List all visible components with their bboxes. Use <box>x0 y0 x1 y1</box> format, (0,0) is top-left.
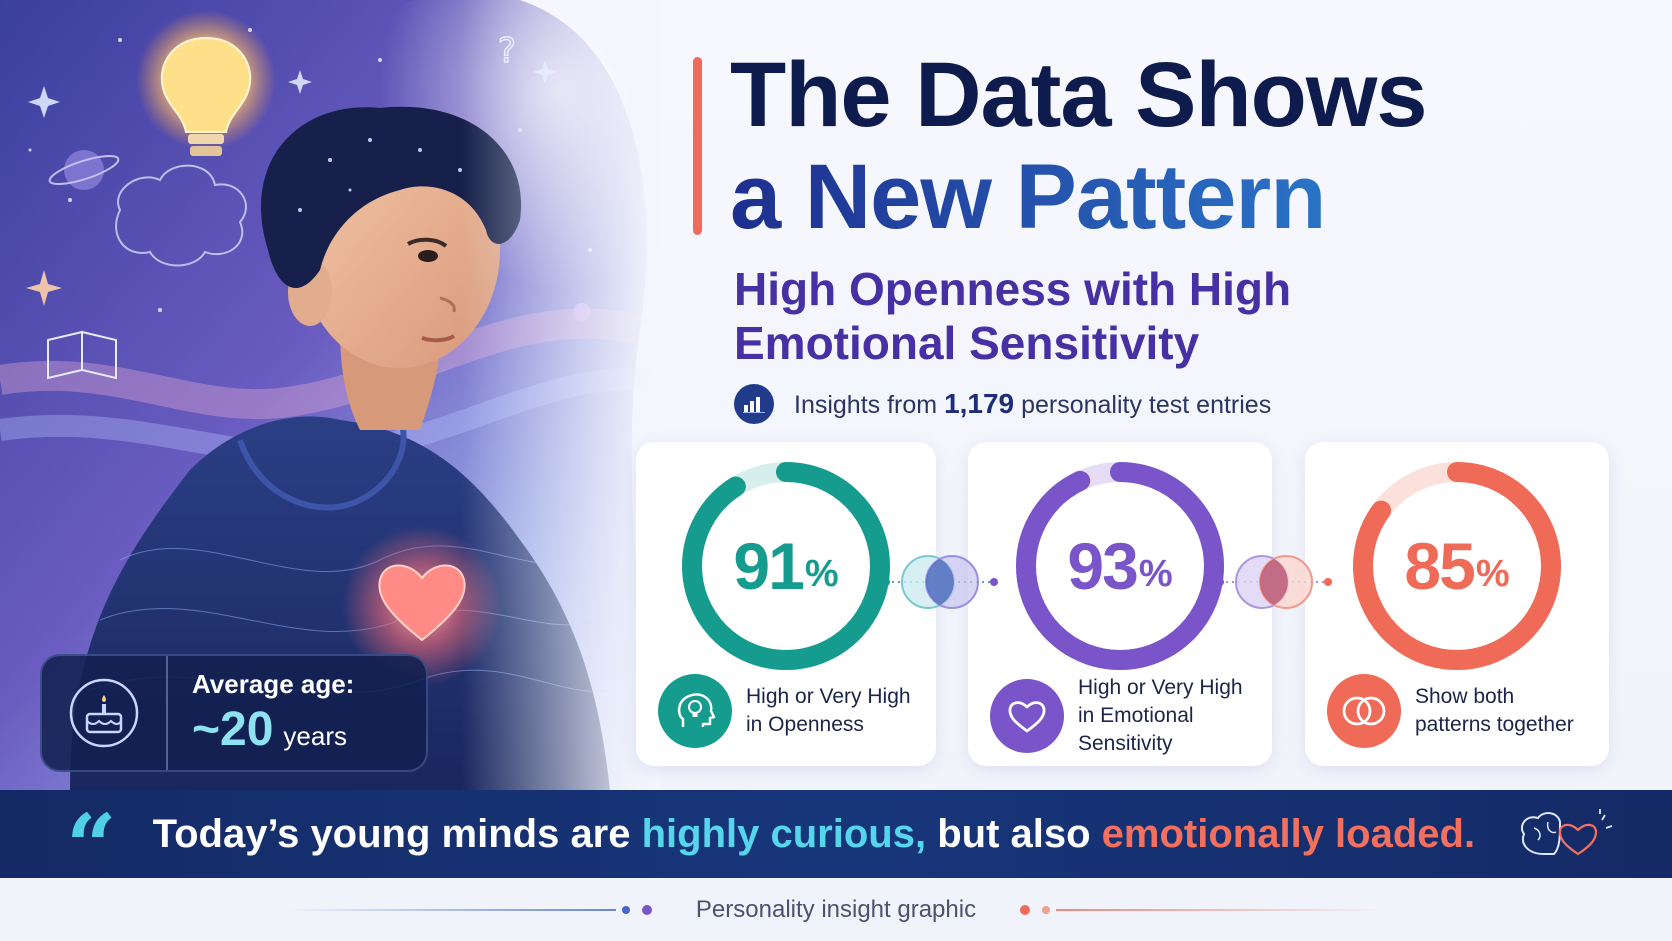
ring-progress <box>682 462 890 670</box>
venn-connector-1 <box>882 555 998 609</box>
stat-label-line-1: Show both <box>1415 685 1515 708</box>
stat-label-line-1: High or Very High <box>746 685 911 708</box>
ring-progress <box>1016 462 1224 670</box>
average-age-label: Average age: <box>192 669 355 699</box>
insight-suffix: personality test entries <box>1014 391 1272 419</box>
page-title: The Data Shows a New Pattern <box>730 44 1660 248</box>
quote-part-1: Today’s young minds are <box>152 811 642 856</box>
ring-progress <box>1353 462 1561 670</box>
heart-icon <box>990 679 1064 753</box>
brain-heart-icon <box>1520 809 1613 856</box>
subtitle-line-1: High Openness with High <box>734 263 1292 315</box>
subtitle: High Openness with High Emotional Sensit… <box>734 262 1634 370</box>
footer: Personality insight graphic <box>0 878 1672 941</box>
bar-chart-icon <box>734 384 774 424</box>
stat-percent-value: 85 <box>1404 529 1475 603</box>
footer-divider-left <box>285 908 616 911</box>
stat-label-line-2: patterns together <box>1415 713 1574 736</box>
stat-label-line-1: High or Very High <box>1078 676 1243 699</box>
quote-text: Today’s young minds are highly curious, … <box>153 812 1475 857</box>
stat-percent-sign: % <box>1475 552 1510 595</box>
insight-prefix: Insights from <box>794 391 945 419</box>
stat-label-line-2: in Emotional Sensitivity <box>1078 704 1194 755</box>
subtitle-line-2: Emotional Sensitivity <box>734 317 1200 369</box>
quote-part-2: but also <box>926 811 1102 856</box>
average-age-unit: years <box>283 721 347 751</box>
stat-ring: 85% <box>1349 458 1565 674</box>
footer-dot-right-2 <box>1042 905 1051 914</box>
stat-card-openness: 91% High or Very High in Openness <box>636 442 936 766</box>
stat-percent-sign: % <box>804 552 839 595</box>
stat-card-emotional-sensitivity: 93% High or Very High in Emotional Sensi… <box>968 442 1272 766</box>
stat-ring: 91% <box>678 458 894 674</box>
stat-ring: 93% <box>1012 458 1228 674</box>
footer-divider-right <box>1056 908 1387 911</box>
venn-connector-2 <box>1216 555 1332 609</box>
stat-percent-value: 93 <box>1067 529 1138 603</box>
stat-percent-sign: % <box>1138 552 1173 595</box>
insight-text: Insights from 1,179 personality test ent… <box>794 388 1271 420</box>
footer-caption: Personality insight graphic <box>695 895 977 923</box>
quote-banner: “ Today’s young minds are highly curious… <box>0 790 1672 890</box>
title-accent-bar <box>693 57 702 235</box>
quote-mark: “ <box>66 794 117 898</box>
stat-percent-value: 91 <box>733 529 804 603</box>
title-line-2: a New Pattern <box>730 146 1660 248</box>
head-lightbulb-icon <box>658 674 732 748</box>
average-age-card: Average age: ~20 years <box>40 654 428 772</box>
insight-line: Insights from 1,179 personality test ent… <box>734 384 1271 424</box>
footer-dot-left <box>621 905 630 914</box>
insight-count: 1,179 <box>944 388 1015 419</box>
overlapping-circles-icon <box>1327 674 1401 748</box>
footer-dot-right <box>1020 904 1031 915</box>
quote-highlight-emotional: emotionally loaded. <box>1101 811 1476 856</box>
stat-card-both-patterns: 85% Show both patterns together <box>1305 442 1609 766</box>
average-age-value: ~20 <box>192 703 274 756</box>
footer-dot-left-2 <box>641 904 652 915</box>
stat-label-line-2: in Openness <box>746 713 864 736</box>
quote-highlight-curious: highly curious, <box>641 811 927 856</box>
birthday-cake-icon <box>42 656 168 770</box>
title-line-1: The Data Shows <box>730 44 1428 146</box>
